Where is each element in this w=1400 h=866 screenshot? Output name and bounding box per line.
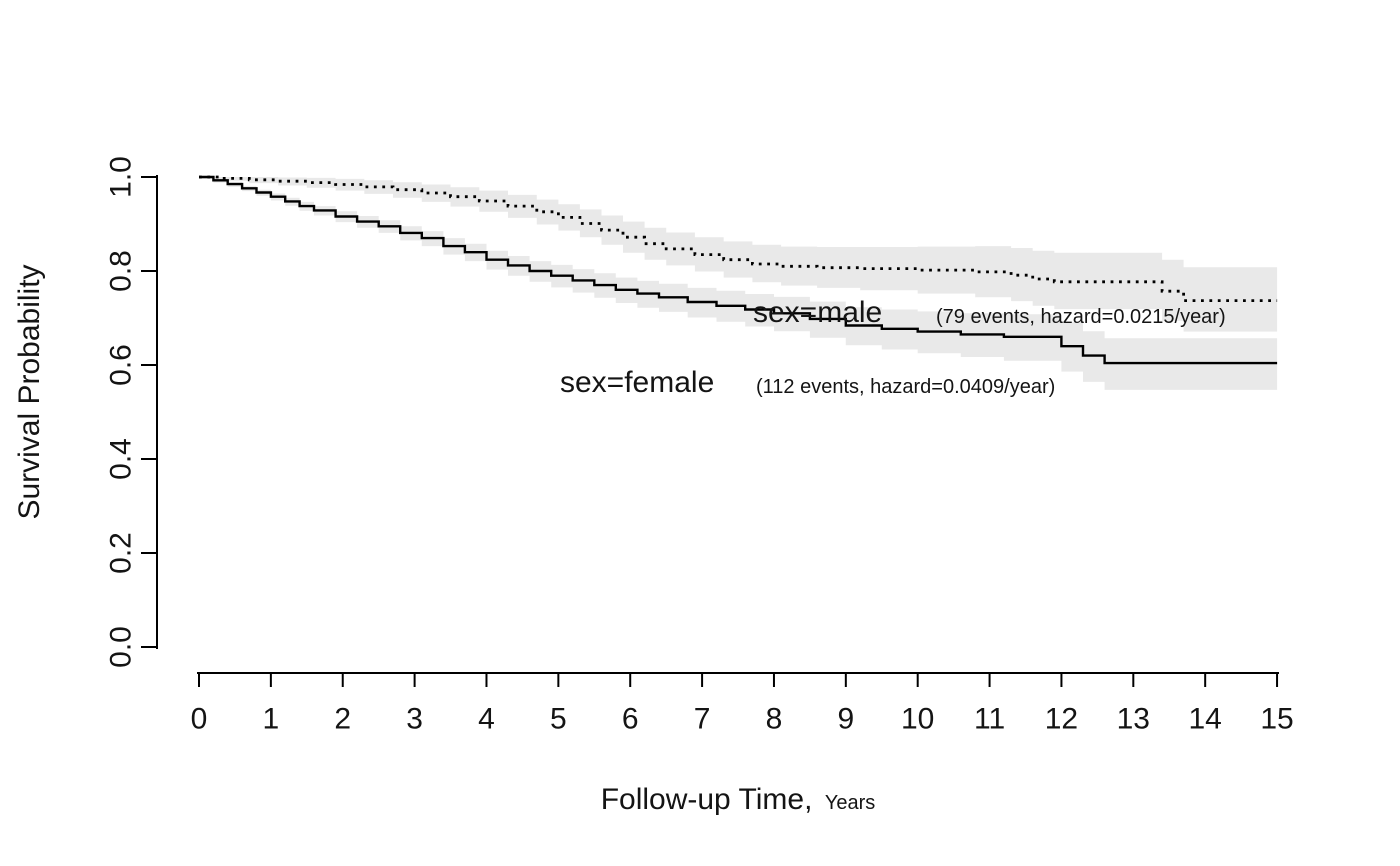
x-tick-label: 8: [766, 703, 783, 736]
y-tick-label: 0.2: [105, 532, 138, 574]
survival-curve-male: [199, 175, 1278, 302]
x-tick-label: 5: [550, 703, 567, 736]
x-tick-label: 12: [1045, 703, 1078, 736]
y-tick-label: 0.4: [105, 438, 138, 480]
x-tick-label: 10: [901, 703, 934, 736]
x-tick-label: 11: [974, 703, 1005, 736]
x-tick-label: 7: [694, 703, 711, 736]
x-tick-label: 1: [263, 703, 280, 736]
survival-curves: [199, 175, 1278, 365]
x-axis-tick-labels: 0 1 2 3 4 5 6 7 8 9 10 11 12 13 14 15: [191, 703, 1294, 736]
x-tick-label: 3: [406, 703, 423, 736]
y-axis-tick-labels: 0.0 0.2 0.4 0.6 0.8 1.0: [105, 156, 138, 668]
x-axis-ticks: [198, 673, 1279, 687]
y-axis-ticks: [141, 176, 157, 648]
survival-curve-female: [199, 175, 1278, 365]
x-tick-label: 14: [1188, 703, 1221, 736]
y-tick-label: 0.0: [105, 626, 138, 668]
curve-detail-female: (112 events, hazard=0.0409/year): [756, 376, 1056, 398]
curve-label-female: sex=female: [560, 366, 715, 399]
confidence-bands: [199, 177, 1278, 395]
x-axis-title-main: Follow-up Time,: [600, 783, 813, 816]
x-axis-title: Follow-up Time, Years: [199, 783, 1277, 817]
x-tick-label: 4: [478, 703, 495, 736]
curve-label-male: sex=male: [753, 296, 883, 329]
confidence-band-female: [199, 177, 1278, 395]
y-axis-title: Survival Probability: [13, 264, 46, 520]
x-tick-label: 6: [622, 703, 639, 736]
x-axis-title-units: Years: [824, 792, 876, 814]
x-tick-label: 0: [191, 703, 208, 736]
x-tick-label: 2: [334, 703, 351, 736]
x-tick-label: 9: [837, 703, 854, 736]
x-tick-label: 13: [1117, 703, 1150, 736]
y-tick-label: 0.8: [105, 250, 138, 292]
y-tick-label: 1.0: [105, 156, 138, 198]
y-tick-label: 0.6: [105, 344, 138, 386]
x-tick-label: 15: [1260, 703, 1293, 736]
confidence-band-male: [199, 177, 1278, 336]
curve-detail-male: (79 events, hazard=0.0215/year): [936, 306, 1226, 328]
